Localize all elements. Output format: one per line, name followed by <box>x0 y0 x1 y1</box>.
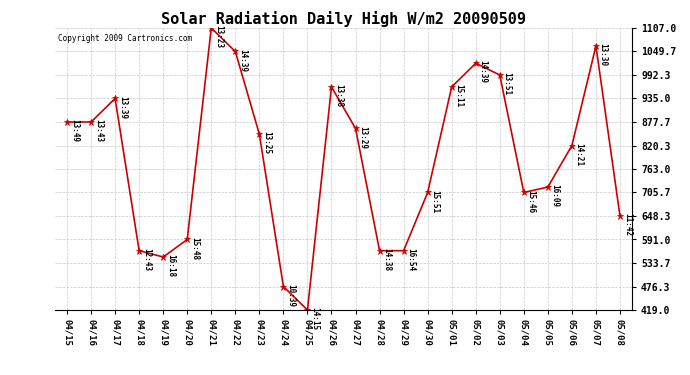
Text: 15:48: 15:48 <box>190 237 199 260</box>
Text: 14:38: 14:38 <box>382 248 391 271</box>
Text: 14:21: 14:21 <box>575 143 584 166</box>
Text: 14:15: 14:15 <box>310 307 319 330</box>
Title: Solar Radiation Daily High W/m2 20090509: Solar Radiation Daily High W/m2 20090509 <box>161 11 526 27</box>
Text: Copyright 2009 Cartronics.com: Copyright 2009 Cartronics.com <box>58 34 192 43</box>
Text: 16:18: 16:18 <box>166 254 175 278</box>
Text: 13:51: 13:51 <box>502 72 511 95</box>
Text: 16:09: 16:09 <box>551 184 560 207</box>
Text: 14:39: 14:39 <box>478 60 488 84</box>
Text: 16:54: 16:54 <box>406 248 415 271</box>
Text: 13:25: 13:25 <box>262 131 271 154</box>
Text: 13:39: 13:39 <box>118 96 127 119</box>
Text: 10:39: 10:39 <box>286 284 295 307</box>
Text: 14:39: 14:39 <box>238 49 247 72</box>
Text: 13:49: 13:49 <box>70 119 79 142</box>
Text: 11:42: 11:42 <box>623 213 632 236</box>
Text: 15:46: 15:46 <box>526 190 535 213</box>
Text: 13:38: 13:38 <box>334 84 343 107</box>
Text: 13:23: 13:23 <box>214 25 223 48</box>
Text: 12:43: 12:43 <box>142 248 151 271</box>
Text: 15:11: 15:11 <box>455 84 464 107</box>
Text: 13:43: 13:43 <box>94 119 103 142</box>
Text: 13:30: 13:30 <box>599 43 608 66</box>
Text: 15:51: 15:51 <box>431 190 440 213</box>
Text: 13:29: 13:29 <box>358 126 367 149</box>
